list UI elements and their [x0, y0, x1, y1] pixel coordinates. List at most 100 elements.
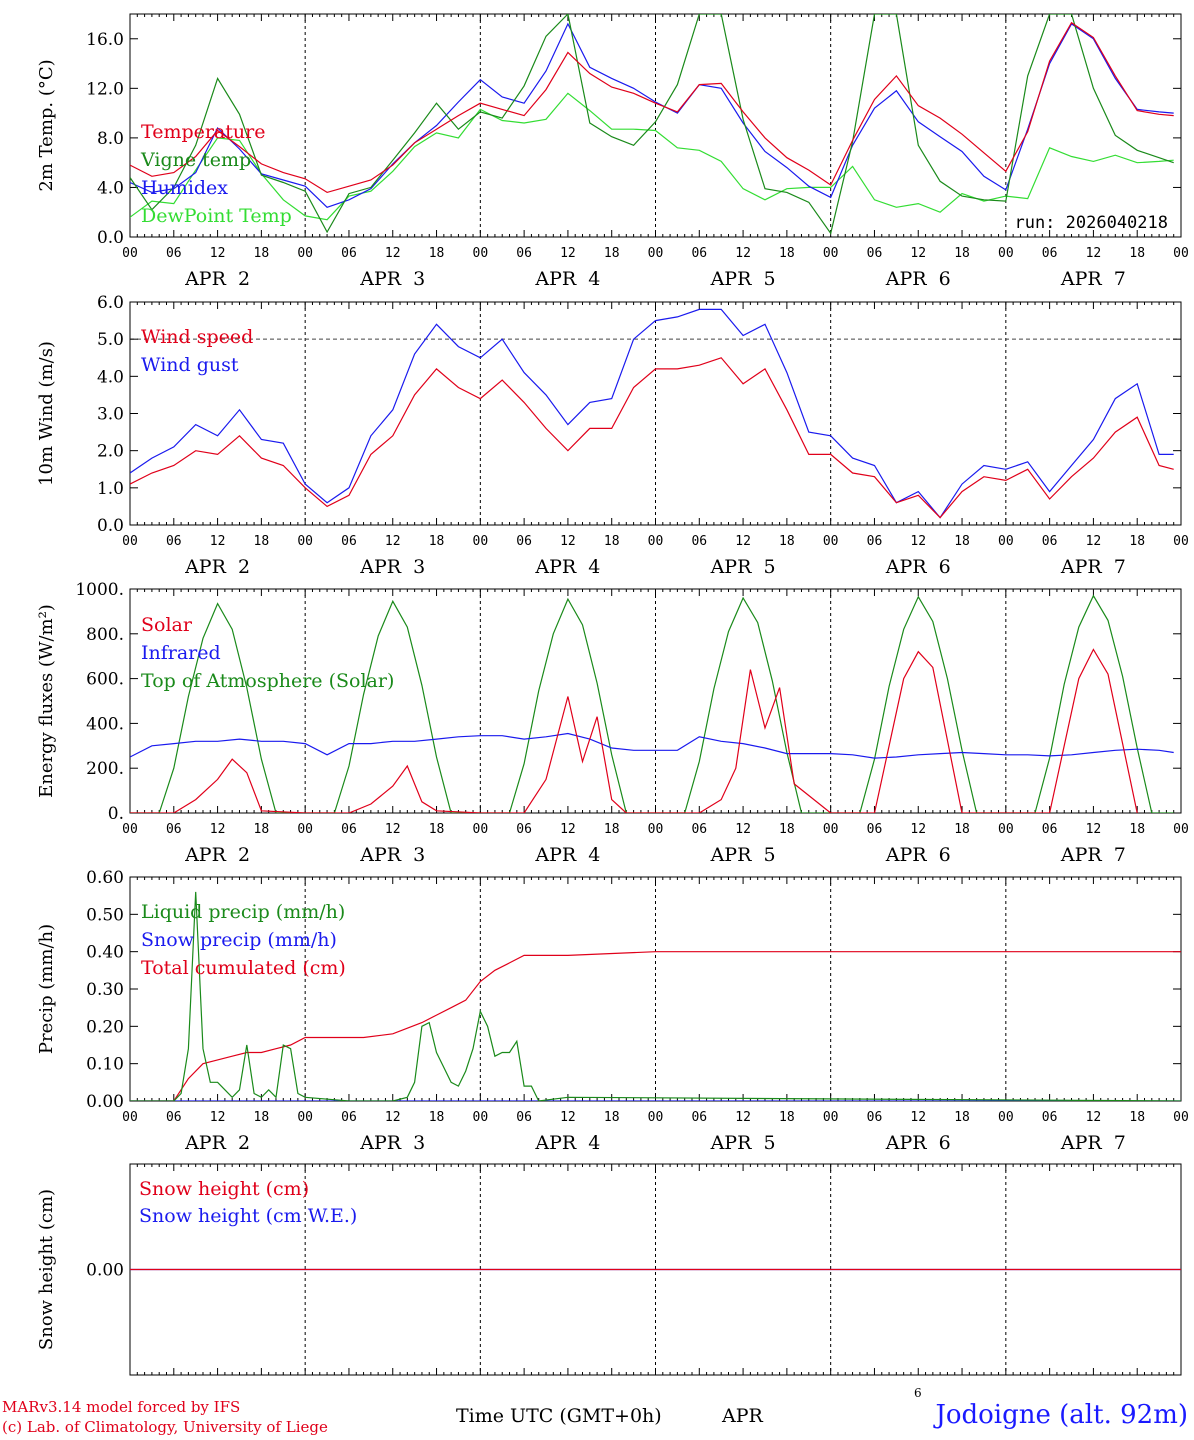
x-tick-label: 06	[691, 1110, 707, 1125]
y-tick-label: 3.0	[97, 405, 124, 425]
plot-frame	[129, 588, 1182, 814]
model-line: MARv3.14 model forced by IFS	[2, 1398, 241, 1416]
day-label: APR 3	[359, 1132, 425, 1154]
x-tick-label: 00	[297, 246, 313, 261]
x-tick-label: 06	[1042, 534, 1058, 549]
y-tick-label: 800.	[86, 625, 124, 645]
x-tick-label: 18	[1129, 246, 1145, 261]
day-label: APR 6	[885, 844, 951, 866]
x-tick-label: 00	[122, 246, 138, 261]
y-tick-label: 5.0	[97, 330, 124, 350]
x-tick-label: 06	[341, 1110, 357, 1125]
y-axis-title: 10m Wind (m/s)	[36, 341, 57, 486]
day-label: APR 6	[885, 556, 951, 578]
x-tick-label: 00	[122, 822, 138, 837]
legend-entry: DewPoint Temp	[141, 205, 292, 227]
x-tick-label: 00	[648, 246, 664, 261]
x-tick-label: 06	[867, 534, 883, 549]
x-tick-label: 00	[998, 1110, 1014, 1125]
legend-entry: Solar	[141, 614, 193, 636]
y-axis-title: Energy fluxes (W/m²)	[36, 604, 57, 798]
y-tick-label: 4.0	[97, 178, 124, 198]
x-tick-label: 06	[1042, 246, 1058, 261]
day-label: APR 7	[1060, 556, 1126, 578]
x-tick-label: 00	[998, 822, 1014, 837]
legend-entry: Liquid precip (mm/h)	[141, 901, 345, 923]
x-tick-label: 06	[166, 822, 182, 837]
day-label: APR 2	[184, 556, 250, 578]
y-tick-label: 0.30	[86, 980, 124, 1000]
credit-line: (c) Lab. of Climatology, University of L…	[2, 1418, 328, 1436]
x-tick-label: 06	[341, 534, 357, 549]
x-tick-label: 18	[604, 1110, 620, 1125]
x-tick-label: 12	[210, 246, 226, 261]
day-label: APR 5	[710, 556, 776, 578]
x-tick-label: 12	[560, 822, 576, 837]
y-tick-label: 0.00	[86, 1092, 124, 1112]
model-credit: MARv3.14 model forced by IFS (c) Lab. of…	[2, 1397, 328, 1437]
x-tick-label: 06	[516, 534, 532, 549]
x-tick-label: 00	[473, 822, 489, 837]
x-tick-label: 18	[254, 822, 270, 837]
x-tick-label: 18	[254, 1110, 270, 1125]
y-tick-label: 0.10	[86, 1055, 124, 1075]
x-tick-label: 00	[998, 534, 1014, 549]
x-tick-label: 18	[429, 246, 445, 261]
x-tick-label: 12	[560, 1110, 576, 1125]
x-tick-label: 18	[604, 822, 620, 837]
legend-entry: Snow height (cm W.E.)	[139, 1205, 357, 1227]
day-label: APR 7	[1060, 268, 1126, 290]
x-tick-label: 06	[341, 822, 357, 837]
legend-entry: Infrared	[141, 642, 221, 664]
day-label: APR 4	[534, 268, 600, 290]
series-line-dewpoint-temp	[130, 92, 1174, 221]
x-tick-label: 00	[473, 534, 489, 549]
x-tick-label: 12	[1086, 1110, 1102, 1125]
x-tick-label: 00	[823, 822, 839, 837]
x-tick-label: 06	[516, 246, 532, 261]
x-tick-label: 00	[648, 1110, 664, 1125]
day-label: APR 3	[359, 556, 425, 578]
x-tick-label: 12	[560, 534, 576, 549]
series-line-humidex	[130, 22, 1174, 208]
day-label: APR 5	[710, 844, 776, 866]
x-tick-label: 12	[735, 246, 751, 261]
x-tick-label: 00	[1173, 822, 1189, 837]
legend-entry: Humidex	[141, 177, 228, 199]
x-tick-label: 18	[779, 534, 795, 549]
x-tick-label: 12	[385, 246, 401, 261]
x-tick-label: 06	[516, 1110, 532, 1125]
legend-entry: Snow height (cm)	[139, 1178, 309, 1200]
x-tick-label: 06	[691, 246, 707, 261]
x-tick-label: 00	[1173, 534, 1189, 549]
x-tick-label: 12	[910, 534, 926, 549]
panel-precip: 00 06 12 18 00 06 12 18 00 06 12 18 00 06 12 18 00 06 12 18…	[36, 868, 1189, 1154]
x-tick-label: 06	[1042, 822, 1058, 837]
footer-small-mark: 6	[914, 1386, 922, 1400]
x-tick-label: 12	[1086, 246, 1102, 261]
x-tick-label: 12	[1086, 822, 1102, 837]
x-tick-label: 06	[166, 246, 182, 261]
day-label: APR 5	[710, 1132, 776, 1154]
footer-month: APR	[722, 1405, 763, 1427]
x-tick-label: 06	[516, 822, 532, 837]
x-tick-label: 18	[429, 822, 445, 837]
x-tick-label: 00	[473, 246, 489, 261]
panel-energy: 00 06 12 18 00 06 12 18 00 06 12 18 00 06 12 18 00 06 12 18…	[36, 580, 1189, 866]
y-tick-label: 200.	[86, 759, 124, 779]
x-tick-label: 00	[1173, 246, 1189, 261]
x-tick-label: 12	[910, 1110, 926, 1125]
day-label: APR 7	[1060, 844, 1126, 866]
y-tick-label: 0.00	[86, 1261, 124, 1281]
series-line-temperature	[130, 21, 1174, 194]
station-name: Jodoigne (alt. 92m)	[935, 1400, 1188, 1430]
x-tick-label: 18	[429, 1110, 445, 1125]
y-axis-title: 2m Temp. (°C)	[36, 59, 57, 191]
legend-entry: Snow precip (mm/h)	[141, 929, 337, 951]
x-tick-label: 12	[910, 822, 926, 837]
x-tick-label: 12	[560, 246, 576, 261]
x-tick-label: 12	[210, 1110, 226, 1125]
x-tick-label: 00	[297, 534, 313, 549]
legend-entry: Total cumulated (cm)	[141, 957, 346, 979]
x-tick-label: 06	[867, 822, 883, 837]
